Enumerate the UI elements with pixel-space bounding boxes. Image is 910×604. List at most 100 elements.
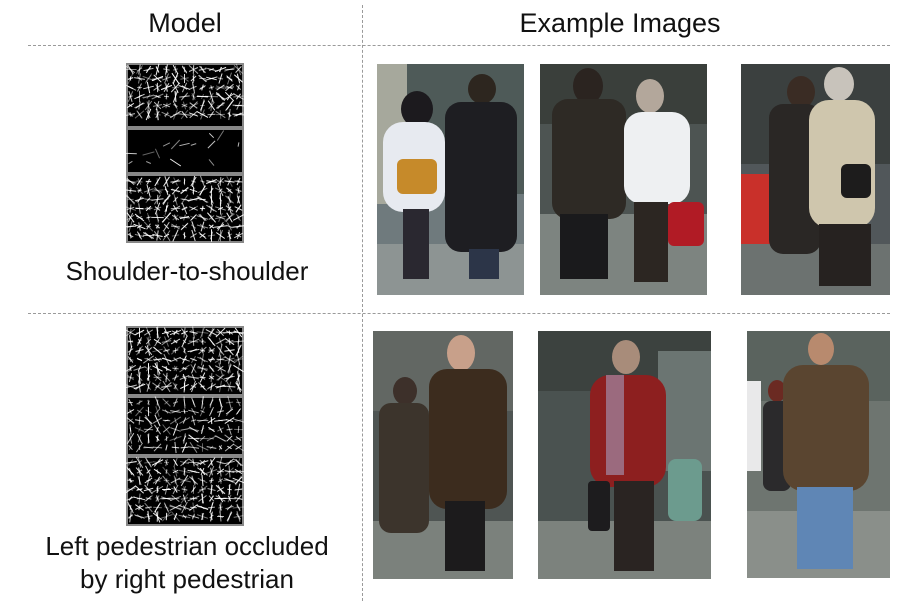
hog-stroke [215,436,227,442]
hog-stroke [206,330,217,336]
hog-stroke [163,143,170,146]
hog-stroke [238,215,239,220]
hog-stroke [197,197,208,203]
hog-stroke [227,102,232,110]
hog-stroke [172,235,179,236]
hog-stroke [199,489,206,490]
hog-stroke [217,131,223,141]
hog-stroke [187,198,200,200]
hog-stroke [226,188,232,193]
hog-stroke [129,86,133,88]
hog-stroke [190,111,198,118]
hog-stroke [171,140,179,149]
hog-stroke [238,142,239,146]
hog-stroke [146,162,151,164]
hog-stroke [229,338,230,344]
hog-stroke [148,511,149,522]
hog-stroke [157,178,158,184]
hog-stroke [206,180,217,184]
example-image-1-3 [741,64,890,295]
example-image-1-2 [540,64,707,295]
hog-stroke [237,409,240,414]
hog-stroke [155,149,159,158]
hog-stroke [153,418,162,423]
hog-stroke [237,458,240,467]
hog-stroke [189,103,198,107]
hog-stroke [162,410,171,413]
hog-stroke [183,347,186,355]
hog-stroke [130,366,131,371]
hog-stroke [219,426,222,432]
hog-stroke [191,144,196,146]
hog-stroke [146,327,150,338]
hog-stroke [136,407,144,416]
hog-stroke [135,428,144,432]
hog-stroke [189,427,198,432]
hog-stroke [201,181,205,182]
hog-stroke [180,188,188,193]
hog-stroke [209,78,213,79]
hog-stroke [207,213,215,223]
hog-stroke [227,213,233,222]
hog-stroke [209,159,214,165]
hog-stroke [130,427,131,431]
hog-stroke [205,68,218,71]
examples-column-header: Example Images [470,8,770,39]
hog-stroke [157,400,158,406]
row-label-shoulder-to-shoulder: Shoulder-to-shoulder [28,255,346,288]
hog-stroke [143,152,155,155]
hog-stroke [136,457,143,468]
hog-stroke [216,485,225,493]
hog-stroke [236,437,241,441]
hog-stroke [190,216,196,219]
hog-stroke [129,161,133,163]
hog-stroke [164,347,170,355]
hog-stroke [215,366,225,372]
hog-stroke [174,458,177,467]
hog-stroke [180,78,188,79]
hog-stroke [164,96,169,97]
hog-stroke [129,445,131,450]
column-divider [362,5,363,601]
hog-stroke [238,426,239,433]
hog-stroke [179,358,189,361]
hog-stroke [175,442,176,453]
hog-stroke [163,427,170,432]
hog-stroke [136,443,142,452]
hog-stroke [236,476,242,486]
hog-stroke [179,143,189,145]
hog-stroke [139,505,140,510]
hog-stroke [234,75,242,82]
row-label-line-2: by right pedestrian [18,563,356,596]
hog-stroke [145,346,152,355]
model-visualization-shoulder-to-shoulder [126,63,244,243]
hog-stroke [164,503,169,513]
hog-stroke [217,411,224,412]
hog-stroke [181,429,188,430]
hog-stroke [227,429,233,430]
hog-stroke [202,396,204,408]
hog-stroke [173,114,178,115]
hog-stroke [197,468,207,476]
hog-stroke [236,64,241,75]
hog-stroke [235,105,242,106]
hog-stroke [179,217,190,218]
hog-stroke [210,400,213,406]
hog-stroke [163,69,169,70]
hog-stroke [226,506,234,508]
hog-stroke [179,418,189,424]
hog-stroke [209,466,214,477]
hog-stroke [191,177,196,186]
hog-stroke [220,477,221,484]
hog-stroke [183,339,186,344]
hog-stroke [157,511,158,521]
hog-stroke [200,186,206,195]
hog-stroke [130,112,131,116]
hog-stroke [145,358,153,360]
hog-stroke [218,93,222,100]
hog-stroke [229,485,230,494]
hog-stroke [127,480,134,481]
hog-stroke [236,383,242,391]
hog-stroke [225,444,234,451]
hog-stroke [191,420,196,421]
